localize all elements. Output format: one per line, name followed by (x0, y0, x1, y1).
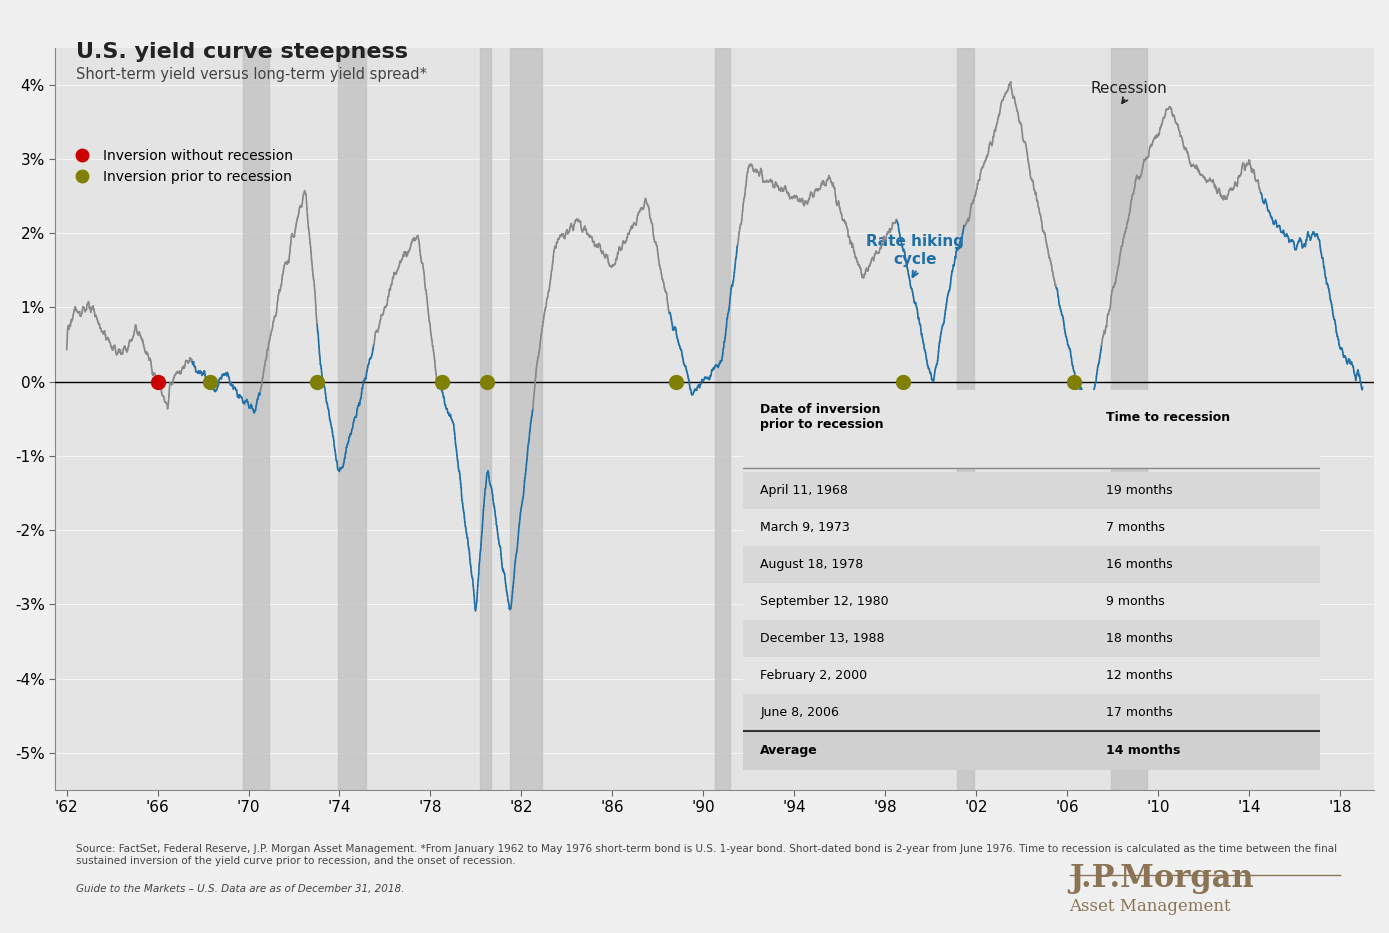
Bar (743, 390, 1320, 467)
Bar (743, 620, 1320, 657)
Text: 18 months: 18 months (1106, 632, 1174, 645)
Text: Recession: Recession (1090, 81, 1167, 96)
Text: April 11, 1968: April 11, 1968 (760, 483, 849, 496)
Text: 19 months: 19 months (1106, 483, 1172, 496)
Text: 9 months: 9 months (1106, 595, 1165, 607)
Bar (479, 48, 492, 790)
Bar (1111, 48, 1147, 790)
Text: J.P.Morgan: J.P.Morgan (1070, 863, 1254, 894)
Text: 7 months: 7 months (1106, 521, 1165, 534)
Bar (243, 48, 269, 790)
Bar (743, 694, 1320, 731)
Text: June 8, 2006: June 8, 2006 (760, 706, 839, 719)
Text: 14 months: 14 months (1106, 744, 1181, 757)
Text: September 12, 1980: September 12, 1980 (760, 595, 889, 607)
Text: 16 months: 16 months (1106, 558, 1172, 571)
Bar (743, 657, 1320, 694)
Text: December 13, 1988: December 13, 1988 (760, 632, 885, 645)
Legend: Inversion without recession, Inversion prior to recession: Inversion without recession, Inversion p… (63, 144, 299, 189)
Text: March 9, 1973: March 9, 1973 (760, 521, 850, 534)
Bar (957, 48, 974, 790)
Text: August 18, 1978: August 18, 1978 (760, 558, 864, 571)
Text: Average: Average (760, 744, 818, 757)
Text: Time to recession: Time to recession (1106, 411, 1231, 424)
Text: Source: FactSet, Federal Reserve, J.P. Morgan Asset Management. *From January 19: Source: FactSet, Federal Reserve, J.P. M… (76, 844, 1338, 866)
Bar (743, 731, 1320, 770)
Text: Short-term yield versus long-term yield spread*: Short-term yield versus long-term yield … (76, 67, 428, 82)
Text: Guide to the Markets – U.S. Data are as of December 31, 2018.: Guide to the Markets – U.S. Data are as … (76, 884, 404, 895)
Bar (743, 583, 1320, 620)
Bar (743, 471, 1320, 508)
Bar (510, 48, 542, 790)
Text: 12 months: 12 months (1106, 669, 1172, 682)
Text: February 2, 2000: February 2, 2000 (760, 669, 868, 682)
Text: 17 months: 17 months (1106, 706, 1174, 719)
Text: Asset Management: Asset Management (1070, 898, 1231, 914)
Bar (743, 508, 1320, 546)
Bar (338, 48, 367, 790)
Bar (743, 546, 1320, 583)
Text: U.S. yield curve steepness: U.S. yield curve steepness (76, 42, 408, 62)
Bar (715, 48, 729, 790)
Text: Date of inversion
prior to recession: Date of inversion prior to recession (760, 403, 883, 431)
Text: Rate hiking
cycle: Rate hiking cycle (865, 234, 964, 267)
